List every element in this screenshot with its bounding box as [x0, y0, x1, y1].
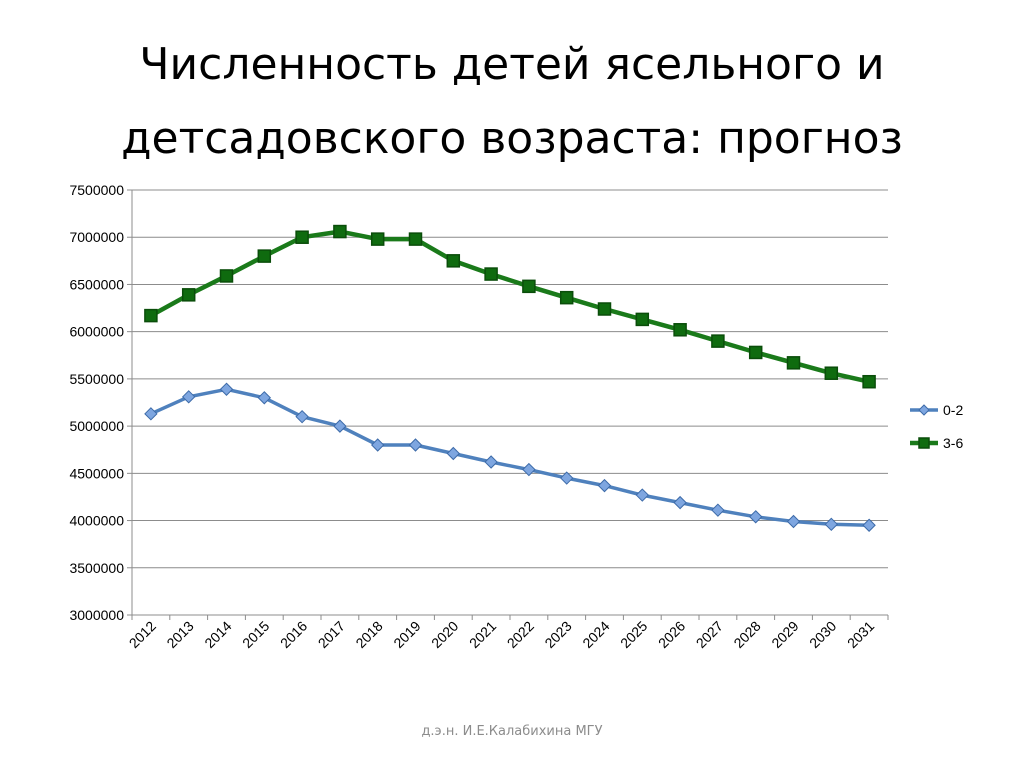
data-point-0-2 [786, 514, 801, 529]
data-point-0-2 [257, 391, 272, 405]
x-tick-label: 2027 [693, 618, 726, 651]
data-point-3-6 [408, 232, 423, 246]
x-tick-label: 2014 [201, 618, 234, 651]
data-point-0-2 [597, 478, 612, 493]
y-tick-label: 6500000 [69, 276, 124, 292]
data-point-3-6 [748, 345, 763, 360]
x-tick-label: 2028 [730, 618, 763, 651]
data-point-3-6 [257, 249, 272, 263]
x-tick-label: 2029 [768, 618, 801, 651]
slide-footer: д.э.н. И.Е.Калабихина МГУ [421, 724, 603, 739]
y-tick-label: 7000000 [69, 229, 124, 245]
y-tick-label: 4500000 [69, 465, 124, 481]
x-tick-label: 2012 [126, 618, 159, 651]
y-tick-label: 6000000 [69, 324, 124, 340]
data-point-3-6 [597, 302, 612, 316]
y-tick-label: 3000000 [69, 607, 124, 623]
data-point-3-6 [711, 334, 725, 348]
data-point-3-6 [446, 254, 461, 268]
data-point-3-6 [824, 366, 839, 380]
data-point-0-2 [370, 438, 385, 452]
data-point-0-2 [181, 390, 196, 404]
data-point-3-6 [862, 374, 876, 389]
y-tick-label: 7500000 [69, 182, 124, 198]
x-tick-label: 2015 [239, 618, 272, 651]
data-point-0-2 [862, 518, 876, 532]
data-point-0-2 [711, 503, 725, 517]
x-tick-label: 2025 [617, 618, 650, 651]
y-tick-label: 5000000 [69, 418, 124, 434]
x-tick-label: 2013 [163, 618, 196, 651]
data-point-3-6 [333, 224, 347, 239]
x-tick-label: 2024 [579, 618, 612, 651]
x-tick-label: 2023 [541, 618, 574, 651]
data-point-0-2 [635, 488, 650, 502]
data-point-3-6 [370, 232, 385, 246]
x-tick-label: 2020 [428, 618, 461, 651]
legend-label-3-6: 3-6 [943, 435, 963, 451]
data-point-0-2 [673, 495, 687, 510]
slide-title-line-2: детсадовского возраста: прогноз [121, 113, 903, 164]
data-point-3-6 [522, 279, 536, 294]
data-point-0-2 [295, 409, 309, 424]
data-point-0-2 [748, 510, 763, 524]
data-point-0-2 [484, 455, 498, 469]
x-tick-label: 2031 [844, 618, 877, 651]
data-point-3-6 [786, 356, 801, 370]
data-point-3-6 [635, 312, 650, 327]
legend-marker-3-6 [918, 437, 930, 449]
data-point-0-2 [144, 407, 158, 421]
x-tick-label: 2021 [466, 618, 499, 651]
data-point-3-6 [559, 290, 574, 305]
legend-label-0-2: 0-2 [943, 402, 963, 418]
data-point-0-2 [559, 471, 574, 485]
data-point-3-6 [144, 308, 158, 323]
series-line-0-2 [150, 387, 870, 528]
data-point-0-2 [824, 517, 839, 532]
y-tick-label: 5500000 [69, 371, 124, 387]
x-tick-label: 2026 [655, 618, 688, 651]
line-chart: 3000000 3500000 4000000 4500000 5000000 55000… [69, 182, 963, 651]
data-point-3-6 [219, 269, 234, 283]
data-point-0-2 [219, 382, 234, 396]
data-point-0-2 [446, 446, 461, 461]
data-point-0-2 [333, 419, 347, 433]
x-tick-label: 2016 [277, 618, 310, 651]
x-tick-label: 2018 [352, 618, 385, 651]
x-tick-label: 2022 [504, 618, 537, 651]
data-point-3-6 [484, 267, 498, 281]
data-point-3-6 [295, 230, 309, 244]
data-point-0-2 [522, 462, 536, 477]
x-tick-label: 2019 [390, 618, 423, 651]
data-point-0-2 [408, 438, 423, 452]
legend-marker-0-2 [918, 404, 930, 416]
y-tick-label: 3500000 [69, 560, 124, 576]
slide-title: Численность детей ясельного и детсадовск… [0, 28, 1024, 176]
data-point-3-6 [673, 323, 687, 337]
x-tick-label: 2030 [806, 618, 839, 651]
y-tick-label: 4000000 [69, 513, 124, 529]
x-tick-label: 2017 [315, 618, 348, 651]
data-point-3-6 [181, 288, 196, 302]
slide-title-line-1: Численность детей ясельного и [139, 39, 885, 90]
